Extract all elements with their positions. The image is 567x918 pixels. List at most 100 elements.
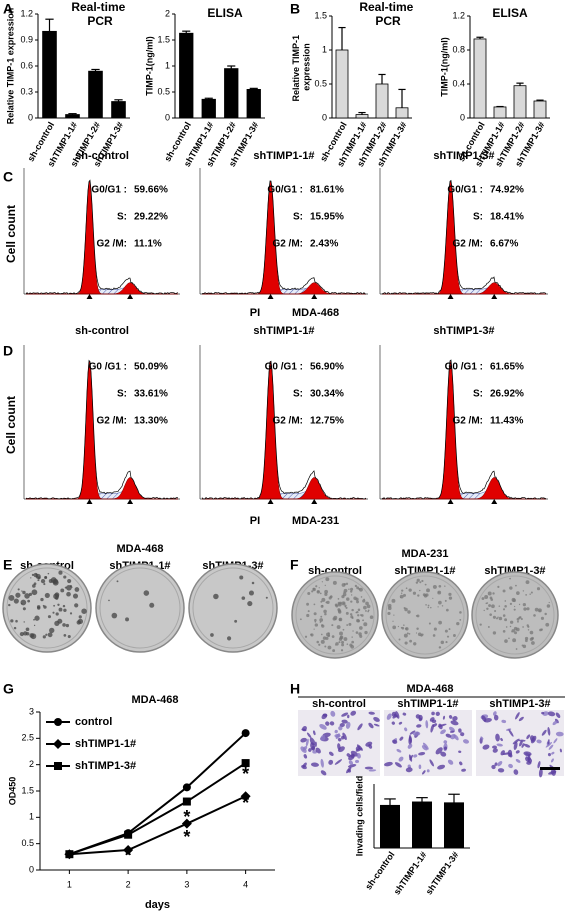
cell xyxy=(301,764,307,770)
cell xyxy=(422,742,429,750)
colony xyxy=(367,609,370,612)
cell xyxy=(515,712,520,720)
colony xyxy=(111,612,118,619)
cell xyxy=(497,761,503,767)
bar xyxy=(473,38,487,119)
colony xyxy=(531,641,535,645)
colony xyxy=(346,643,349,645)
colony xyxy=(403,633,408,638)
colony xyxy=(392,625,397,630)
colony xyxy=(57,603,60,606)
cell xyxy=(309,737,316,746)
cell xyxy=(301,728,307,732)
cell xyxy=(364,766,374,770)
cell xyxy=(413,754,418,758)
cell xyxy=(334,729,338,734)
colony xyxy=(341,640,345,644)
cell xyxy=(526,734,531,740)
colony xyxy=(362,619,365,622)
chart-title: ELISA xyxy=(207,6,243,20)
colony xyxy=(49,627,55,634)
stat-label: S: xyxy=(117,389,127,400)
colony xyxy=(349,643,353,647)
cell xyxy=(300,737,307,743)
colony xyxy=(350,600,353,603)
colony xyxy=(448,596,453,600)
colony xyxy=(337,598,340,600)
bar xyxy=(513,85,527,119)
bar xyxy=(411,801,432,849)
cell xyxy=(394,762,402,768)
colony xyxy=(427,606,430,609)
sample-label: sh-control xyxy=(312,698,366,710)
colony xyxy=(314,623,319,627)
bar xyxy=(335,49,349,119)
chart-title: MDA-468 xyxy=(131,694,178,706)
colony xyxy=(22,590,26,595)
colony xyxy=(409,639,413,643)
y-axis-label: Invading cells/field xyxy=(354,776,364,857)
bar xyxy=(42,30,57,119)
colony xyxy=(108,599,110,602)
g1-peak xyxy=(382,360,546,500)
cell xyxy=(445,733,452,738)
colony xyxy=(497,585,500,588)
panel-label: E xyxy=(3,557,12,573)
colony xyxy=(405,587,408,590)
cell xyxy=(356,753,361,759)
cell xyxy=(545,742,553,748)
stat-value: 29.22% xyxy=(134,212,168,223)
cell xyxy=(536,739,542,744)
colony xyxy=(331,635,335,639)
colony xyxy=(338,610,342,614)
cell xyxy=(547,739,550,745)
colony xyxy=(13,598,19,604)
colony xyxy=(116,580,119,583)
colony xyxy=(8,595,15,601)
cell xyxy=(450,720,459,726)
colony xyxy=(342,628,345,631)
colony xyxy=(363,598,365,601)
cell xyxy=(440,751,447,757)
cell xyxy=(398,756,404,762)
annotation: * xyxy=(183,827,190,847)
colony xyxy=(355,631,359,634)
colony xyxy=(483,609,485,612)
cell xyxy=(319,723,327,730)
colony xyxy=(19,631,25,637)
colony xyxy=(17,588,20,591)
colony xyxy=(536,587,541,591)
g2-peak xyxy=(202,477,366,500)
colony xyxy=(307,591,311,595)
cell xyxy=(416,724,422,728)
colony xyxy=(55,612,59,616)
cell xyxy=(391,721,395,725)
sample-title: shTIMP1-1# xyxy=(253,150,314,162)
colony xyxy=(448,628,451,631)
colony xyxy=(417,594,420,597)
colony xyxy=(430,606,432,609)
y-tick-label: 0 xyxy=(460,112,465,122)
colony xyxy=(432,597,434,599)
cell xyxy=(368,711,375,715)
point xyxy=(182,783,191,792)
colony xyxy=(444,629,448,633)
colony xyxy=(527,629,530,631)
colony xyxy=(516,627,520,632)
colony xyxy=(504,604,507,608)
colony xyxy=(45,633,48,636)
colony xyxy=(448,592,452,596)
colony xyxy=(30,633,37,640)
colony xyxy=(307,610,310,613)
colony xyxy=(521,644,524,647)
cell xyxy=(421,745,428,751)
point xyxy=(124,830,133,839)
colony xyxy=(76,620,81,625)
plate-inner xyxy=(99,567,181,649)
colony xyxy=(421,579,424,583)
colony xyxy=(332,617,337,621)
colony xyxy=(441,605,444,607)
colony xyxy=(387,611,391,616)
colony xyxy=(452,634,456,637)
panel-label: B xyxy=(290,1,300,17)
